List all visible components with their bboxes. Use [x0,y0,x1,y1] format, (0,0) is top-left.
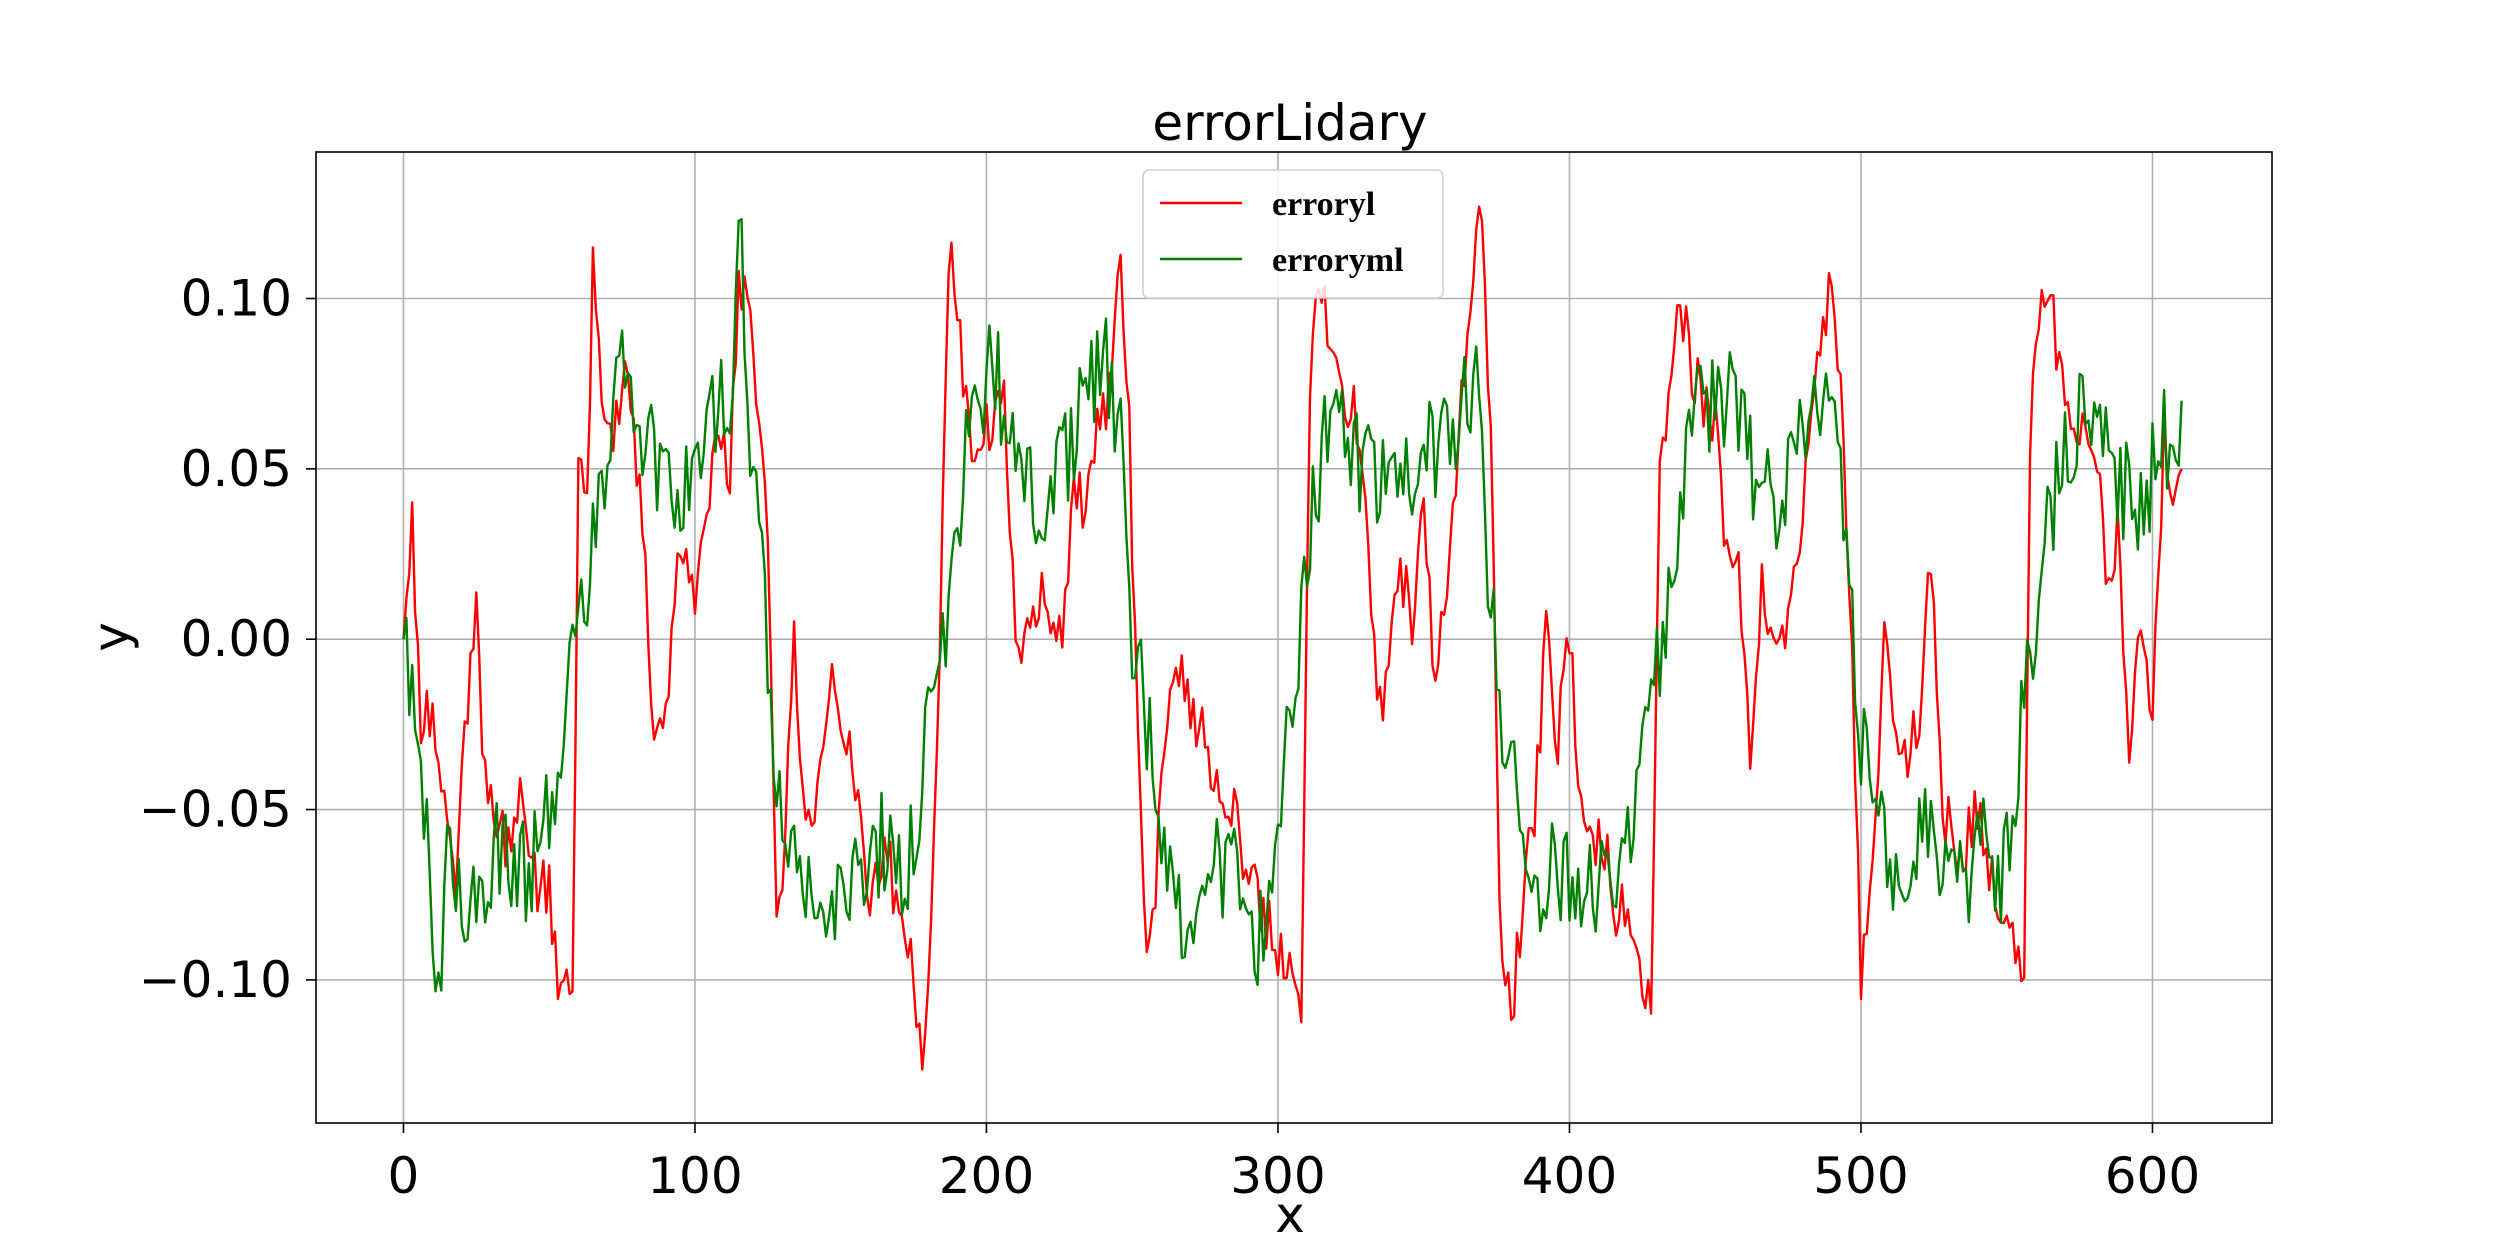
x-tick-label: 200 [939,1147,1034,1205]
x-tick-label: 600 [2105,1147,2200,1205]
y-tick-label: 0.10 [181,270,292,328]
legend-label-erroryml: erroryml [1272,242,1404,279]
plot-frame [315,151,2273,1124]
x-tick-label: 400 [1522,1147,1617,1205]
y-tick-label: −0.05 [139,781,292,839]
y-tick-label: 0.00 [181,610,292,668]
x-tick-label: 300 [1230,1147,1325,1205]
grid [316,152,2272,1123]
x-axis: 0 100 200 300 400 500 600 [388,1123,2200,1205]
legend: erroryl erroryml [1142,169,1444,299]
series-line-erroryl [402,205,2183,1071]
legend-label-erroryl: erroryl [1272,186,1375,223]
y-tick-label: −0.10 [139,951,292,1009]
x-tick-label: 100 [647,1147,742,1205]
series-line-erroryml [402,217,2183,993]
plot-series [402,205,2183,1071]
x-tick-label: 500 [1813,1147,1908,1205]
y-axis: 0.10 0.05 0.00 −0.05 −0.10 [139,270,316,1009]
x-axis-label: x [1275,1186,1305,1244]
x-tick-label: 0 [388,1147,420,1205]
y-tick-label: 0.05 [181,440,292,498]
chart-title: errorLidary [1152,94,1427,152]
y-axis-label: y [82,622,140,652]
